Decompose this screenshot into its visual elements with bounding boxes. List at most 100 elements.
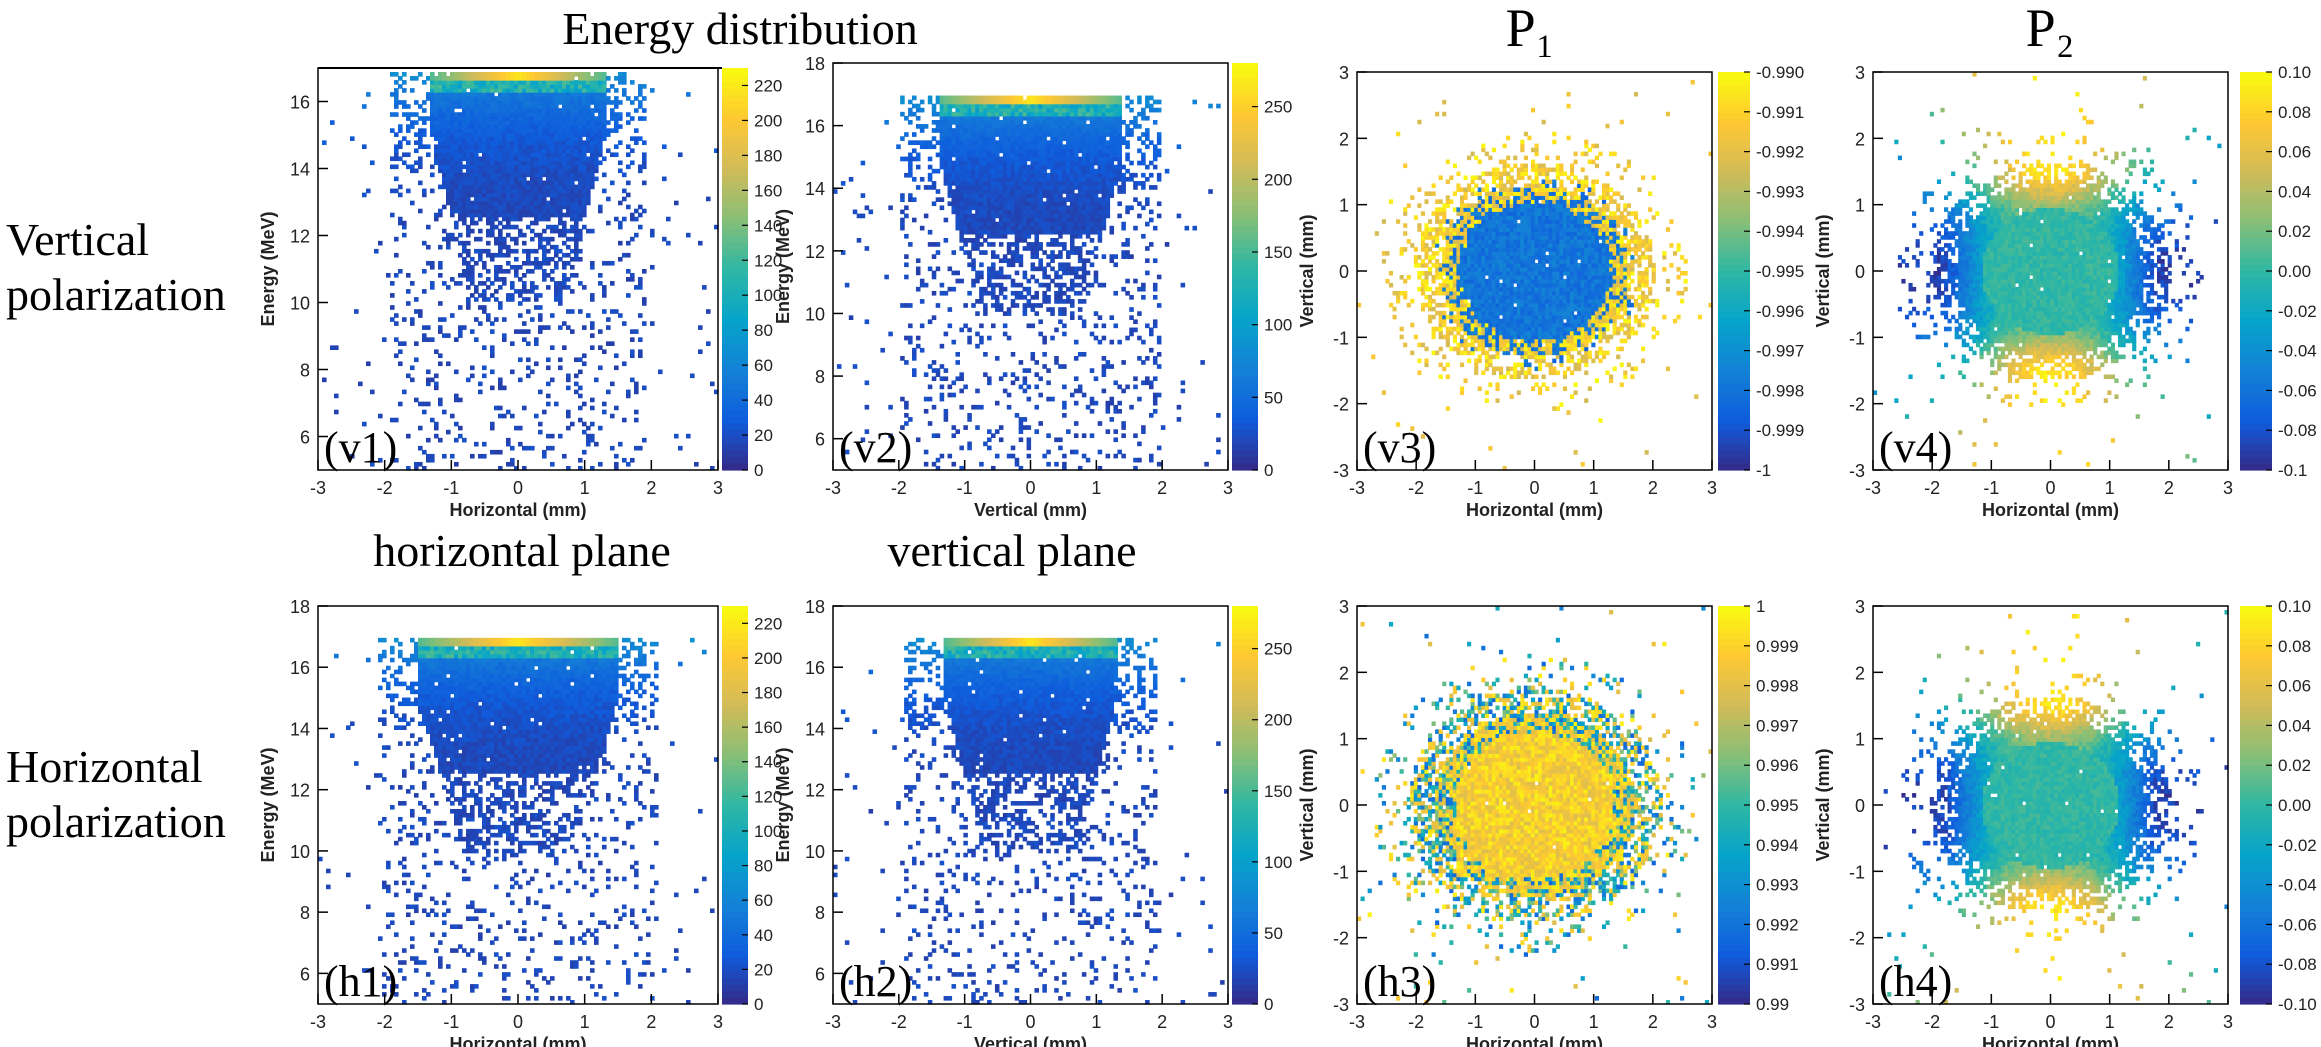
heatmap-cell [570,164,575,170]
heatmap-cell [506,196,511,202]
heatmap-cell [438,116,443,121]
heatmap-cell [931,181,937,186]
heatmap-cell [514,256,519,262]
heatmap-cell [574,256,579,262]
heatmap-cell [450,116,455,121]
heatmap-cell [1038,303,1043,308]
heatmap-cell [458,148,463,154]
heatmap-cell [1018,172,1024,178]
heatmap-cell [943,172,949,178]
heatmap-cell [1077,384,1083,390]
heatmap-cell [1105,107,1111,113]
heatmap-cell [486,72,491,77]
heatmap-cell [534,341,539,346]
heatmap-cell [1101,103,1107,109]
heatmap-cell [1113,168,1118,174]
heatmap-cell [494,72,499,77]
heatmap-cell [888,433,893,439]
heatmap-cell [394,457,399,463]
heatmap-cell [1010,380,1016,386]
heatmap-cell [518,228,523,234]
heatmap-cell [522,285,527,290]
heatmap-cell [554,172,559,178]
heatmap-cell [510,172,515,178]
heatmap-cell [1062,404,1067,410]
heatmap-cell [550,204,555,210]
heatmap-cell [1184,225,1190,231]
heatmap-cell [558,96,563,101]
heatmap-cell [994,144,1000,150]
heatmap-cell [975,144,980,150]
heatmap-cell [1081,164,1087,170]
heatmap-cell [454,164,459,170]
heatmap-cell [438,164,443,170]
heatmap-cell [550,172,555,178]
heatmap-cell [1034,103,1039,109]
heatmap-cell [546,273,551,278]
heatmap-cell [618,112,623,117]
x-tick-label: -3 [825,478,841,498]
heatmap-cell [558,120,563,125]
heatmap-cell [550,112,555,117]
heatmap-cell [574,236,579,242]
heatmap-cell [1109,99,1115,105]
heatmap-cell [987,335,992,341]
heatmap-cell [939,197,945,202]
heatmap-cell [1058,294,1063,300]
heatmap-cell [422,144,427,149]
heatmap-cell [466,156,471,162]
heatmap-cell [638,285,643,290]
colorbar-segment [722,128,748,136]
heatmap-cell [1066,286,1071,292]
heatmap-cell [939,115,945,121]
heatmap-cell [1073,172,1079,178]
heatmap-cell [446,240,451,246]
heatmap-cell [406,152,411,158]
heatmap-cell [1006,197,1012,202]
heatmap-cell [991,465,996,471]
heatmap-cell [602,128,607,133]
heatmap-cell [943,152,949,158]
heatmap-cell [860,437,866,443]
heatmap-cell [1077,315,1083,321]
heatmap-cell [518,124,523,129]
heatmap-cell [1081,99,1087,105]
heatmap-cell [430,377,435,383]
title-p1: P₁ [1506,0,1555,58]
heatmap-cell [538,100,543,105]
heatmap-cell [570,92,575,97]
heatmap-cell [1216,103,1221,109]
heatmap-cell [470,176,475,182]
heatmap-cell [490,188,495,194]
heatmap-cell [594,148,599,154]
heatmap-cell [606,260,611,266]
heatmap-cell [1109,181,1115,186]
heatmap-cell [494,317,499,322]
heatmap-cell [1093,205,1099,211]
heatmap-cell [1093,246,1099,251]
heatmap-cell [939,453,945,459]
heatmap-cell [618,116,623,121]
heatmap-cell [971,205,976,211]
heatmap-cell [1006,193,1012,198]
heatmap-cell [951,176,957,182]
heatmap-cell [650,88,655,93]
heatmap-cell [586,228,591,234]
heatmap-cell [983,307,988,312]
heatmap-cell [506,76,511,81]
heatmap-cell [1085,221,1091,227]
heatmap-cell [534,305,539,310]
heatmap-cell [1113,128,1118,133]
heatmap-cell [1022,270,1028,276]
heatmap-cell [478,180,483,186]
heatmap-cell [1050,176,1055,182]
heatmap-cell [710,465,715,471]
heatmap-cell [354,309,359,314]
heatmap-cell [602,92,607,97]
heatmap-cell [931,201,937,207]
heatmap-cell [1070,282,1075,288]
heatmap-cell [967,111,972,117]
heatmap-cell [486,108,491,113]
heatmap-cell [935,189,941,194]
heatmap-cell [466,200,471,206]
